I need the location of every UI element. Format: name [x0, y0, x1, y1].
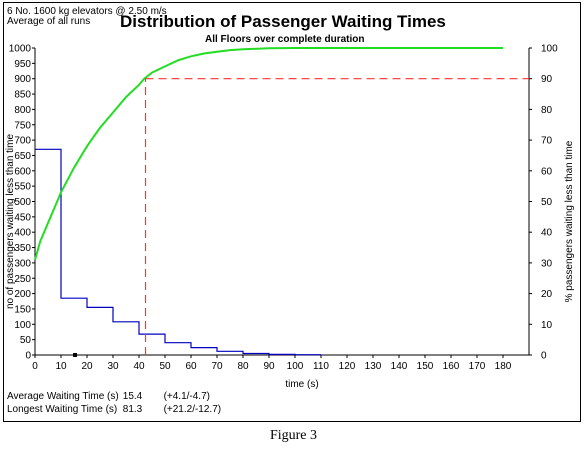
chart-title: Distribution of Passenger Waiting Times — [120, 12, 446, 31]
y-left-tick-label: 400 — [14, 228, 31, 239]
y-left-tick-label: 800 — [14, 105, 31, 116]
y-left-tick-label: 550 — [14, 182, 31, 193]
y-left-tick-label: 50 — [20, 335, 32, 346]
x-tick-label: 0 — [32, 361, 38, 372]
x-tick-label: 110 — [313, 361, 329, 372]
y-right-tick-label: 100 — [541, 44, 558, 55]
y-left-tick-label: 150 — [14, 304, 31, 315]
x-tick-label: 180 — [495, 361, 512, 372]
x-tick-label: 10 — [55, 361, 67, 372]
longest-waiting-label: Longest Waiting Time (s) — [7, 404, 118, 415]
x-tick-label: 170 — [469, 361, 486, 372]
figure-caption: Figure 3 — [269, 428, 318, 443]
y-left-tick-label: 200 — [14, 289, 31, 300]
y-left-tick-label: 1000 — [9, 44, 32, 55]
y-left-tick-label: 300 — [14, 258, 31, 269]
cumulative-percent-series — [34, 47, 503, 261]
y-right-tick-label: 40 — [541, 228, 553, 239]
x-tick-label: 120 — [339, 361, 356, 372]
x-tick-label: 140 — [391, 361, 408, 372]
y-left-tick-label: 500 — [14, 197, 31, 208]
histogram-step-series — [35, 148, 321, 356]
x-tick-label: 60 — [185, 361, 197, 372]
x-tick-label: 70 — [211, 361, 223, 372]
chart-frame — [3, 2, 581, 422]
y-left-tick-label: 450 — [14, 212, 31, 223]
x-axis-label: time (s) — [285, 379, 318, 390]
x-tick-label: 150 — [417, 361, 434, 372]
y-left-tick-label: 650 — [14, 151, 31, 162]
y-right-tick-label: 60 — [541, 166, 553, 177]
x-tick-label: 100 — [287, 361, 304, 372]
y-right-axis-label: % passengers waiting less than time — [564, 140, 575, 302]
y-left-tick-label: 600 — [14, 166, 31, 177]
y-left-tick-label: 750 — [14, 120, 31, 131]
y-left-tick-label: 850 — [14, 90, 31, 101]
y-left-tick-label: 700 — [14, 136, 31, 147]
config-label: 6 No. 1600 kg elevators @ 2.50 m/s — [7, 6, 167, 17]
x-tick-label: 160 — [443, 361, 460, 372]
y-left-tick-label: 900 — [14, 74, 31, 85]
y-left-tick-label: 0 — [25, 351, 31, 362]
y-right-tick-label: 80 — [541, 105, 553, 116]
average-waiting-value: 15.4 — [122, 391, 143, 402]
average-marker — [73, 353, 78, 357]
y-left-tick-label: 250 — [14, 274, 31, 285]
average-waiting-stat: Average Waiting Time (s) 15.4 (+4.1/-4.7… — [7, 391, 210, 402]
y-right-tick-label: 20 — [541, 289, 553, 300]
longest-waiting-range: (+21.2/-12.7) — [163, 404, 222, 415]
y-right-tick-label: 50 — [541, 197, 553, 208]
y-left-tick-label: 350 — [14, 243, 31, 254]
y-right-tick-label: 10 — [541, 320, 553, 331]
average-waiting-label: Average Waiting Time (s) — [7, 391, 119, 402]
x-tick-label: 20 — [81, 361, 93, 372]
y-right-tick-label: 90 — [541, 74, 553, 85]
x-tick-label: 40 — [133, 361, 145, 372]
y-right-tick-label: 70 — [541, 136, 553, 147]
x-tick-label: 30 — [107, 361, 119, 372]
x-tick-label: 130 — [365, 361, 382, 372]
y-left-tick-label: 950 — [14, 59, 31, 70]
y-left-tick-label: 100 — [14, 320, 31, 331]
x-tick-label: 80 — [237, 361, 249, 372]
x-tick-label: 90 — [263, 361, 275, 372]
chart-subtitle: All Floors over complete duration — [205, 34, 365, 45]
y-right-tick-label: 30 — [541, 258, 553, 269]
y-right-tick-label: 0 — [541, 351, 547, 362]
average-waiting-range: (+4.1/-4.7) — [163, 391, 210, 402]
runs-label: Average of all runs — [7, 16, 91, 27]
longest-waiting-stat: Longest Waiting Time (s) 81.3 (+21.2/-12… — [7, 404, 221, 415]
longest-waiting-value: 81.3 — [122, 404, 143, 415]
x-tick-label: 50 — [159, 361, 171, 372]
y-left-axis-label: no of passengers waiting less than time — [5, 134, 16, 310]
